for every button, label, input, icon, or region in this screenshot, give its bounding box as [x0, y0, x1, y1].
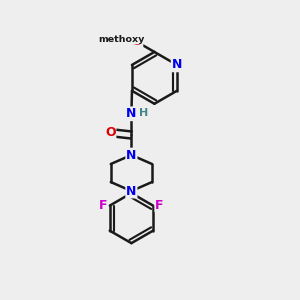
Text: F: F — [99, 199, 107, 212]
Text: O: O — [105, 126, 116, 139]
Text: H: H — [139, 108, 148, 118]
Text: N: N — [126, 107, 136, 120]
Text: N: N — [126, 184, 136, 197]
Text: N: N — [126, 148, 136, 161]
Text: F: F — [155, 199, 164, 212]
Text: N: N — [172, 58, 182, 71]
Text: O: O — [132, 35, 142, 48]
Text: methoxy: methoxy — [98, 34, 144, 43]
